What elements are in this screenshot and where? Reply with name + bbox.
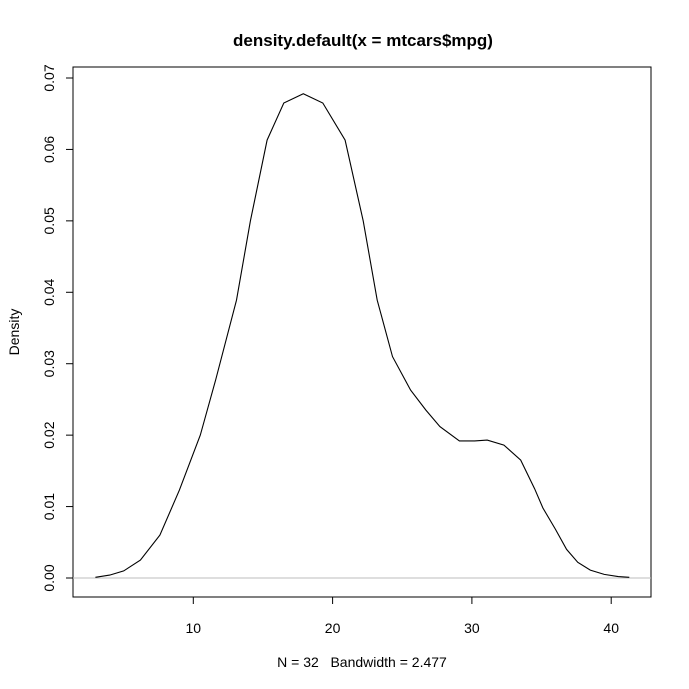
x-tick-label: 10	[186, 620, 202, 636]
y-tick-label: 0.04	[41, 278, 57, 305]
y-axis-label: Density	[6, 309, 22, 356]
y-tick-label: 0.07	[41, 64, 57, 91]
y-tick-label: 0.02	[41, 421, 57, 448]
y-tick-label: 0.00	[41, 564, 57, 591]
y-tick-label: 0.03	[41, 350, 57, 377]
x-axis: 10 20 30 40	[186, 597, 619, 636]
y-axis: 0.00 0.01 0.02 0.03 0.04 0.05 0.06 0.07	[41, 64, 73, 592]
density-curve	[95, 93, 630, 578]
plot-frame	[72, 66, 652, 598]
chart-title: density.default(x = mtcars$mpg)	[233, 31, 493, 50]
y-tick-label: 0.05	[41, 207, 57, 234]
y-tick-label: 0.06	[41, 136, 57, 163]
y-tick-label: 0.01	[41, 493, 57, 520]
x-tick-label: 20	[325, 620, 341, 636]
x-tick-label: 40	[603, 620, 619, 636]
x-tick-label: 30	[464, 620, 480, 636]
x-axis-label: N = 32 Bandwidth = 2.477	[277, 654, 447, 670]
